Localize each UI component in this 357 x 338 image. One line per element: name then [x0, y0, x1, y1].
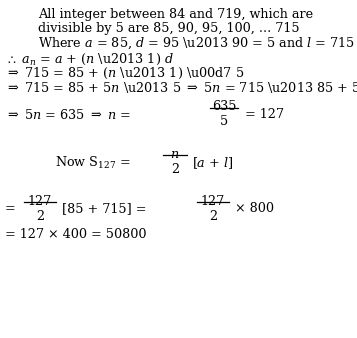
Text: All integer between 84 and 719, which are: All integer between 84 and 719, which ar…	[38, 8, 313, 21]
Text: divisible by 5 are 85, 90, 95, 100, ... 715: divisible by 5 are 85, 90, 95, 100, ... …	[38, 22, 300, 35]
Text: 127: 127	[201, 195, 225, 208]
Text: Now S$_{127}$ =: Now S$_{127}$ =	[55, 155, 130, 171]
Text: 635: 635	[212, 100, 236, 113]
Text: $\Rightarrow$ 5$n$ = 635 $\Rightarrow$ $n$ =: $\Rightarrow$ 5$n$ = 635 $\Rightarrow$ $…	[5, 108, 131, 122]
Text: 2: 2	[36, 210, 44, 223]
Text: 2: 2	[171, 163, 179, 176]
Text: $\Rightarrow$ 715 = 85 + ($n$ \u2013 1) \u00d7 5: $\Rightarrow$ 715 = 85 + ($n$ \u2013 1) …	[5, 66, 245, 81]
Text: Where $a$ = 85, $d$ = 95 \u2013 90 = 5 and $l$ = 715: Where $a$ = 85, $d$ = 95 \u2013 90 = 5 a…	[38, 36, 355, 51]
Text: = 127 × 400 = 50800: = 127 × 400 = 50800	[5, 228, 146, 241]
Text: 2: 2	[209, 210, 217, 223]
Text: [85 + 715] =: [85 + 715] =	[62, 202, 146, 215]
Text: × 800: × 800	[235, 202, 274, 215]
Text: $\therefore$ $a_n$ = $a$ + ($n$ \u2013 1) $d$: $\therefore$ $a_n$ = $a$ + ($n$ \u2013 1…	[5, 52, 174, 67]
Text: = 127: = 127	[245, 108, 284, 121]
Text: =: =	[5, 202, 16, 215]
Text: $n$: $n$	[170, 148, 180, 161]
Text: [$a$ + $l$]: [$a$ + $l$]	[192, 155, 233, 171]
Text: 5: 5	[220, 115, 228, 128]
Text: $\Rightarrow$ 715 = 85 + 5$n$ \u2013 5 $\Rightarrow$ 5$n$ = 715 \u2013 85 + 5: $\Rightarrow$ 715 = 85 + 5$n$ \u2013 5 $…	[5, 80, 357, 95]
Text: 127: 127	[28, 195, 52, 208]
